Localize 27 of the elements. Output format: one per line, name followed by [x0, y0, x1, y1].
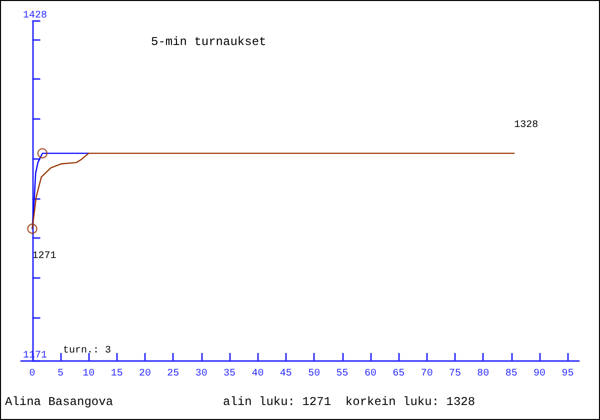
- x-tick-label: 65: [392, 368, 405, 380]
- x-tick-label: 30: [195, 368, 208, 380]
- x-tick-label: 10: [82, 368, 95, 380]
- text: Alina Basangova: [5, 395, 114, 409]
- x-tick-label: 15: [110, 368, 123, 380]
- x-tick-label: 45: [280, 368, 292, 380]
- x-tick-label: 80: [477, 368, 490, 380]
- x-tick-label: 55: [336, 368, 348, 380]
- annotation: 1328: [514, 120, 538, 131]
- x-tick-label: 75: [448, 368, 462, 380]
- x-tick-label: 90: [534, 368, 546, 380]
- annotation: turn.: 3: [63, 346, 112, 356]
- text: 5-min turnaukset: [151, 35, 266, 49]
- x-tick-label: 25: [167, 368, 180, 380]
- text: alin luku: 1271 korkein luku: 1328: [223, 395, 476, 409]
- x-tick-label: 95: [562, 368, 574, 380]
- x-tick-label: 50: [308, 368, 320, 380]
- x-tick-label: 20: [138, 368, 152, 380]
- x-tick-label: 5: [57, 368, 64, 380]
- annotation: 1271: [32, 251, 56, 262]
- x-tick-label: 85: [505, 368, 518, 380]
- x-tick-label: 40: [252, 368, 264, 380]
- x-tick-label: 70: [420, 368, 433, 380]
- x-tick-label: 60: [364, 368, 376, 380]
- y-tick-label: 1428: [23, 10, 48, 22]
- x-tick-label: 0: [29, 368, 36, 380]
- x-tick-label: 35: [224, 368, 236, 380]
